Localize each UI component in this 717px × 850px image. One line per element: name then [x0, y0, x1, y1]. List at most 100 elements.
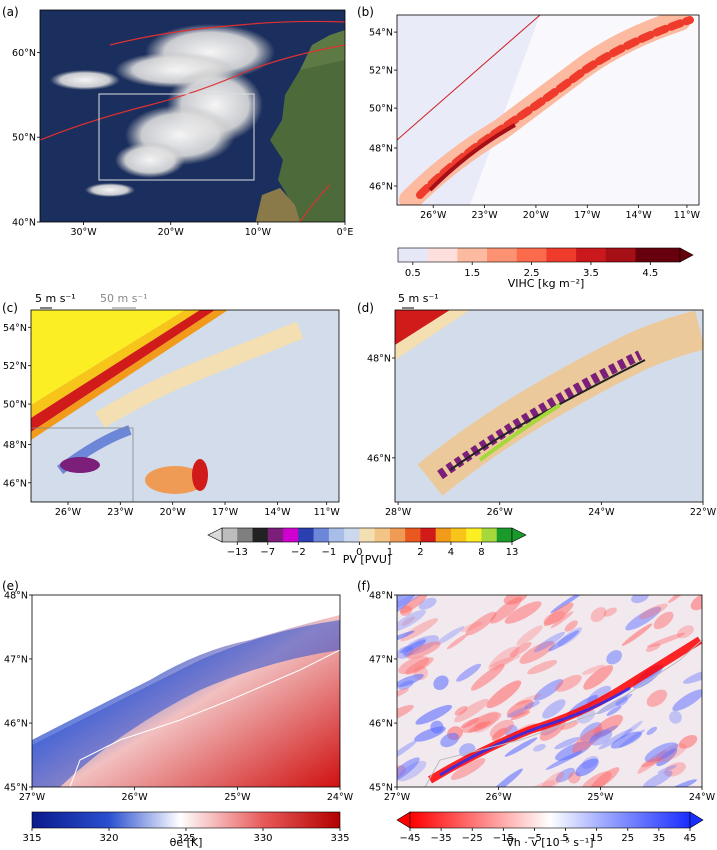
- divergence-blob: [435, 626, 465, 646]
- panel-b-xtick-label: 23°W: [471, 210, 498, 221]
- divergence-blob: [603, 607, 617, 617]
- theta-colorbar-bar: [31, 811, 341, 829]
- pv-colorbar-tick-label: 0: [356, 547, 362, 558]
- vector-key-c-50: 50 m s⁻¹: [100, 292, 148, 305]
- divergence-blob: [415, 704, 453, 725]
- pv-colorbar-segment: [481, 528, 498, 542]
- divergence-blob: [460, 717, 480, 729]
- divergence-blob: [550, 611, 574, 629]
- panel-b-xtick-label: 14°W: [625, 210, 652, 221]
- panel-f-xtick-label: 26°W: [485, 792, 512, 803]
- panel-a-ytick-label: 40°N: [12, 218, 36, 229]
- vihc-colorbar-tick-label: 1.5: [464, 268, 480, 279]
- divergence-blob: [506, 706, 529, 718]
- panel-c-xtick-label: 23°W: [107, 507, 134, 518]
- panel-b-ytick-label: 50°N: [369, 104, 393, 115]
- panel-f-xtick-label: 24°W: [689, 792, 716, 803]
- panel-e-ytick-label: 46°N: [4, 719, 28, 730]
- panel-e-ytick-label: 45°N: [4, 783, 28, 794]
- divergence-blob: [450, 758, 486, 781]
- panel-d-xtick-label: 22°W: [690, 507, 717, 518]
- divergence-blob: [557, 627, 583, 647]
- pv-colorbar-segment: [496, 528, 513, 542]
- panel-e-xtick-label: 26°W: [121, 792, 148, 803]
- pv-colorbar-tick-label: −2: [291, 547, 306, 558]
- divergence-blob: [397, 740, 417, 762]
- pv-colorbar-segment: [222, 528, 238, 542]
- divergence-blob: [590, 767, 620, 787]
- theta-colorbar-tick-label: 335: [330, 833, 349, 844]
- panel-c-ytick-label: 52°N: [3, 361, 27, 372]
- vihc-colorbar-tick-label: 4.5: [642, 268, 658, 279]
- divergence-blob: [575, 758, 599, 777]
- divergence-blob: [587, 725, 618, 743]
- divergence-blob: [690, 595, 702, 611]
- panel-d-xtick-label: 26°W: [487, 507, 514, 518]
- pv-colorbar-segment: [359, 528, 376, 542]
- divergence-blob: [646, 689, 668, 707]
- divergence-blob: [656, 748, 678, 767]
- panel-c-label: (c): [2, 301, 18, 315]
- divergence-blob: [676, 625, 694, 639]
- divergence-blob: [646, 726, 658, 736]
- div-colorbar-extend-max: [689, 811, 704, 829]
- pv-colorbar-segment: [328, 528, 345, 542]
- pv-colorbar-extend-max: [511, 527, 527, 543]
- pv-colorbar-tick-label: 8: [478, 547, 484, 558]
- divergence-blob: [564, 620, 578, 632]
- div-colorbar-extend-min: [396, 811, 411, 829]
- divergence-blob: [610, 731, 642, 749]
- theta-colorbar-label: θe [K]: [170, 836, 203, 849]
- divergence-blob: [397, 645, 414, 659]
- div-colorbar-tick-label: −45: [399, 833, 420, 844]
- divergence-blob: [657, 765, 677, 774]
- pv-colorbar-segment: [420, 528, 437, 542]
- divergence-blob: [470, 663, 505, 691]
- panel-b-ytick-label: 52°N: [369, 66, 393, 77]
- panel-b-xtick-label: 11°W: [674, 210, 701, 221]
- pv-colorbar-segment: [389, 528, 406, 542]
- divergence-blob: [504, 737, 538, 757]
- pv-colorbar-tick-label: 2: [417, 547, 423, 558]
- divergence-blob: [397, 595, 417, 618]
- divergence-blob: [545, 750, 583, 770]
- divergence-blob: [509, 641, 532, 657]
- panel-b-ytick-label: 46°N: [369, 182, 393, 193]
- divergence-blob: [540, 771, 565, 787]
- divergence-blob: [489, 768, 523, 787]
- divergence-blob: [404, 657, 434, 675]
- panel-e-xtick-label: 27°W: [19, 792, 46, 803]
- divergence-blob: [653, 611, 674, 630]
- divergence-blob: [506, 699, 534, 718]
- divergence-blob: [397, 704, 414, 722]
- panel-e-xtick-label: 24°W: [327, 792, 354, 803]
- divergence-blob: [504, 601, 542, 624]
- panel-c-ytick-label: 48°N: [3, 440, 27, 451]
- panel-c-ytick-label: 50°N: [3, 400, 27, 411]
- divergence-blob: [531, 780, 556, 787]
- panel-c-xtick-label: 17°W: [212, 507, 239, 518]
- pv-colorbar-tick-label: −13: [227, 547, 248, 558]
- pv-colorbar-segment: [313, 528, 330, 542]
- divergence-blob: [589, 729, 613, 746]
- divergence-blob: [590, 607, 607, 623]
- divergence-blob: [414, 726, 446, 742]
- divergence-blob: [543, 602, 574, 627]
- divergence-blob: [555, 674, 582, 692]
- divergence-blob: [456, 663, 482, 682]
- panel-d-ytick-label: 48°N: [367, 354, 391, 365]
- pv-colorbar-segment: [237, 528, 253, 542]
- divergence-blob: [555, 767, 575, 783]
- panel-e-ytick-label: 47°N: [4, 654, 28, 665]
- panel-c-xtick-label: 11°W: [314, 507, 341, 518]
- div-colorbar-tick-label: 15: [590, 833, 603, 844]
- panel-f-field: [397, 595, 702, 787]
- panel-c-ytick-label: 54°N: [3, 323, 27, 334]
- pv-colorbar-extend-min: [207, 527, 223, 543]
- divergence-blob: [669, 710, 682, 724]
- theta-colorbar-tick-label: 315: [22, 833, 41, 844]
- vihc-colorbar-segment: [561, 248, 577, 262]
- vihc-colorbar-segment: [412, 248, 429, 262]
- panel-c: (c) 5 m s⁻¹ 50 m s⁻¹: [2, 292, 340, 503]
- divergence-blob: [488, 646, 520, 671]
